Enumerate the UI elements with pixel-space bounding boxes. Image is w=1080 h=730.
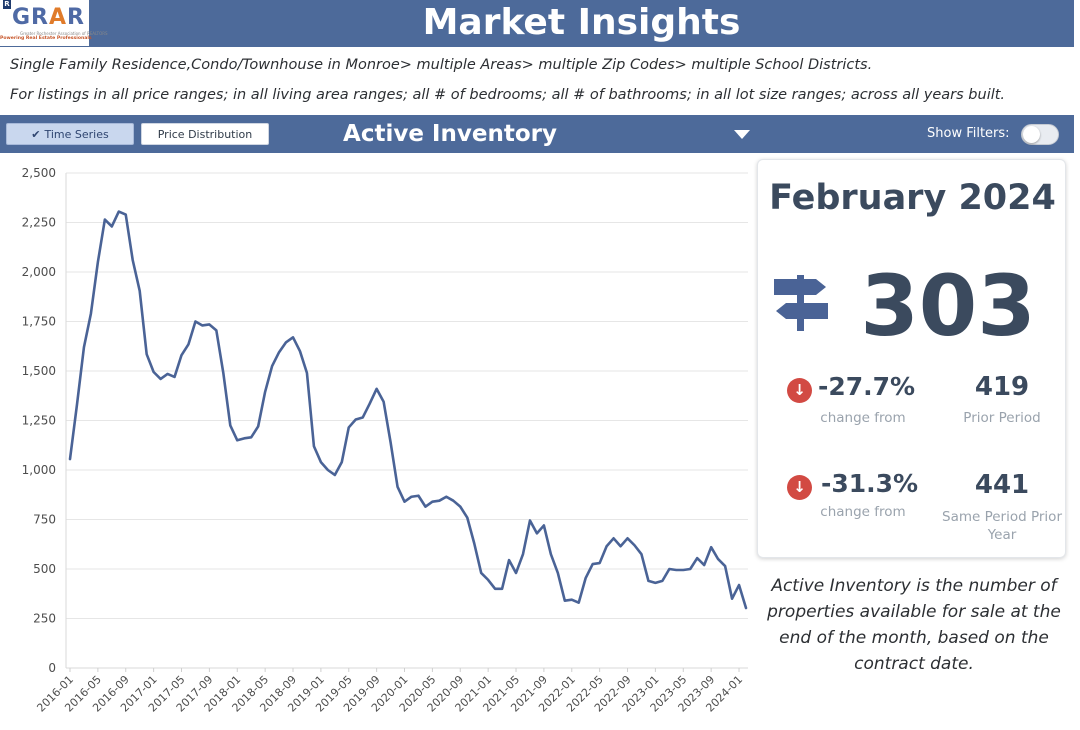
grar-logo: R GRAR Greater Rochester Association of …	[0, 0, 108, 46]
filter-description-line1: Single Family Residence,Condo/Townhouse …	[10, 57, 873, 73]
check-icon: ✔	[31, 127, 41, 141]
show-filters-label: Show Filters:	[927, 126, 1010, 141]
same-period-label: Same Period Prior Year	[942, 509, 1062, 543]
price-distribution-label: Price Distribution	[157, 127, 253, 141]
stat-card: February 2024 303 ↓ -27.7% change from 4…	[757, 159, 1066, 558]
change-prior-label: change from	[820, 410, 906, 426]
y-tick-label: 250	[33, 612, 56, 626]
show-filters-toggle[interactable]	[1021, 124, 1059, 145]
logo-tagline: Powering Real Estate Professionals	[0, 36, 92, 41]
toggle-knob	[1023, 126, 1040, 143]
chart-gridlines	[66, 172, 748, 669]
y-tick-label: 0	[48, 661, 56, 675]
signpost-icon	[774, 275, 828, 331]
logo-wordmark: GRAR	[12, 5, 85, 30]
top-header: R GRAR Greater Rochester Association of …	[0, 0, 1074, 47]
prior-period-label: Prior Period	[963, 410, 1041, 426]
change-prior-pct: -27.7%	[818, 372, 916, 401]
series-line-active-inventory	[68, 210, 748, 610]
prior-period-value: 419	[974, 372, 1030, 402]
y-tick-label: 2,500	[22, 166, 56, 180]
chevron-down-icon[interactable]	[734, 130, 750, 139]
filter-description-line2: For listings in all price ranges; in all…	[10, 87, 1006, 103]
realtor-mark-icon: R	[3, 0, 11, 9]
arrow-down-circle-icon: ↓	[787, 475, 812, 500]
page-title: Market Insights	[422, 2, 741, 43]
y-tick-label: 2,250	[22, 216, 56, 230]
arrow-down-circle-icon: ↓	[787, 378, 812, 403]
time-series-button[interactable]: ✔ Time Series	[6, 123, 134, 145]
change-year-pct: -31.3%	[821, 469, 919, 498]
time-series-label: Time Series	[44, 127, 109, 141]
chart-series	[68, 210, 748, 610]
card-value: 303	[860, 257, 1036, 355]
y-tick-label: 1,750	[22, 315, 56, 329]
active-inventory-chart: 0 250 500 750 1,000 1,250 1,500 1,750 2,000 2,250…	[22, 166, 748, 715]
card-period: February 2024	[769, 178, 1056, 218]
price-distribution-button[interactable]: Price Distribution	[141, 123, 269, 145]
logo-association-text: Greater Rochester Association of REALTOR…	[20, 31, 108, 36]
metric-selector-title[interactable]: Active Inventory	[343, 121, 557, 147]
control-bar: ✔ Time Series Price Distribution Active …	[0, 115, 1074, 153]
y-tick-label: 1,250	[22, 414, 56, 428]
y-tick-label: 500	[33, 562, 56, 576]
y-tick-label: 1,000	[22, 463, 56, 477]
y-tick-label: 750	[33, 513, 56, 527]
y-tick-label: 2,000	[22, 265, 56, 279]
change-year-label: change from	[820, 504, 906, 520]
metric-definition: Active Inventory is the number of proper…	[767, 576, 1061, 674]
y-tick-label: 1,500	[22, 364, 56, 378]
same-period-value: 441	[974, 470, 1030, 500]
